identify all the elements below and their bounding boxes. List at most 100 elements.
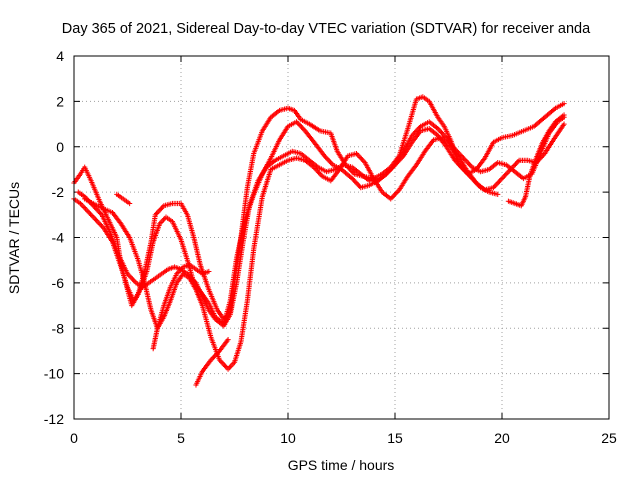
data-point-marker [325, 157, 331, 163]
data-point-marker [324, 155, 330, 162]
data-point-marker [561, 112, 567, 118]
data-point-marker [503, 172, 509, 178]
data-point-marker [358, 156, 364, 162]
x-axis-label: GPS time / hours [288, 457, 395, 473]
data-point-marker [90, 214, 96, 220]
x-tick-label: 5 [177, 430, 185, 446]
data-series [71, 94, 567, 388]
series-6 [193, 336, 231, 388]
data-point-marker [127, 200, 133, 207]
data-point-marker [131, 277, 137, 283]
data-point-marker [94, 218, 100, 224]
data-point-marker [95, 219, 101, 225]
data-point-marker [210, 354, 217, 361]
data-point-marker [98, 223, 105, 229]
data-point-marker [158, 205, 165, 211]
data-point-marker [394, 189, 400, 196]
data-point-marker [297, 123, 303, 129]
data-point-marker [206, 268, 212, 275]
data-point-marker [317, 171, 323, 177]
data-point-marker [221, 362, 228, 368]
data-point-marker [353, 179, 359, 186]
series-5 [150, 262, 212, 352]
chart-title: Day 365 of 2021, Sidereal Day-to-day VTE… [62, 21, 591, 37]
data-point-marker [300, 125, 306, 131]
data-point-marker [466, 161, 473, 168]
data-point-marker [436, 127, 442, 133]
series-4 [82, 121, 567, 372]
data-point-marker [223, 363, 229, 370]
x-tick-label: 0 [70, 430, 78, 446]
data-point-marker [515, 159, 521, 165]
x-tick-label: 15 [387, 430, 403, 446]
data-point-marker [87, 211, 94, 217]
y-tick-label: -8 [52, 320, 65, 336]
data-point-marker [155, 209, 161, 215]
data-point-marker [499, 175, 505, 182]
y-tick-label: -2 [52, 184, 65, 200]
x-tick-label: 10 [280, 430, 296, 446]
y-axis-label: SDTVAR / TECUs [6, 182, 22, 294]
data-point-marker [97, 221, 103, 228]
data-point-marker [89, 212, 95, 219]
axis-ticks: 0 5 10 15 20 25 -12 -10 -8 -6 -4 -2 0 2 4 [44, 48, 617, 446]
data-point-marker [128, 275, 134, 281]
data-point-marker [355, 152, 361, 158]
data-point-marker [561, 121, 567, 127]
data-point-marker [129, 276, 135, 282]
data-point-marker [359, 157, 366, 163]
data-point-marker [86, 210, 92, 216]
y-tick-label: -10 [44, 366, 64, 382]
x-tick-label: 25 [601, 430, 617, 446]
data-point-marker [512, 161, 519, 167]
data-point-marker [326, 158, 332, 164]
data-point-marker [298, 124, 305, 130]
y-tick-label: 4 [56, 48, 64, 64]
y-tick-label: -12 [44, 411, 64, 427]
data-point-marker [505, 169, 511, 175]
data-point-marker [494, 181, 500, 187]
grid-lines [74, 56, 609, 419]
y-tick-label: 0 [56, 139, 64, 155]
data-point-marker [357, 154, 363, 161]
data-point-marker [156, 208, 162, 214]
data-point-marker [219, 360, 225, 366]
data-point-marker [315, 169, 322, 175]
data-point-marker [495, 179, 501, 186]
data-point-marker [498, 177, 504, 183]
data-point-marker [561, 101, 567, 107]
data-point-marker [501, 173, 508, 179]
series-8 [505, 112, 567, 209]
data-point-marker [220, 361, 226, 367]
data-point-marker [493, 182, 499, 188]
data-point-marker [354, 181, 360, 187]
data-point-marker [96, 209, 102, 215]
data-point-marker [438, 129, 445, 136]
data-point-marker [85, 208, 91, 215]
data-point-marker [389, 195, 395, 201]
data-point-marker [327, 159, 334, 165]
y-tick-label: -6 [52, 275, 65, 291]
data-point-marker [500, 174, 506, 180]
data-point-marker [356, 183, 363, 189]
data-point-marker [350, 177, 357, 183]
data-point-marker [127, 273, 133, 279]
data-point-marker [352, 178, 358, 184]
series-2 [71, 114, 567, 327]
data-point-marker [514, 160, 520, 166]
data-point-marker [496, 178, 503, 184]
data-point-marker [157, 207, 163, 213]
x-tick-label: 20 [494, 430, 510, 446]
data-point-marker [504, 170, 510, 176]
data-point-marker [437, 128, 443, 134]
data-point-marker [495, 191, 501, 197]
data-point-marker [92, 216, 98, 222]
data-point-marker [91, 215, 97, 221]
y-tick-label: 2 [56, 93, 64, 109]
data-point-marker [225, 336, 231, 343]
data-point-marker [465, 160, 471, 166]
data-point-marker [440, 131, 446, 137]
data-point-marker [391, 192, 397, 198]
data-point-marker [295, 120, 301, 126]
